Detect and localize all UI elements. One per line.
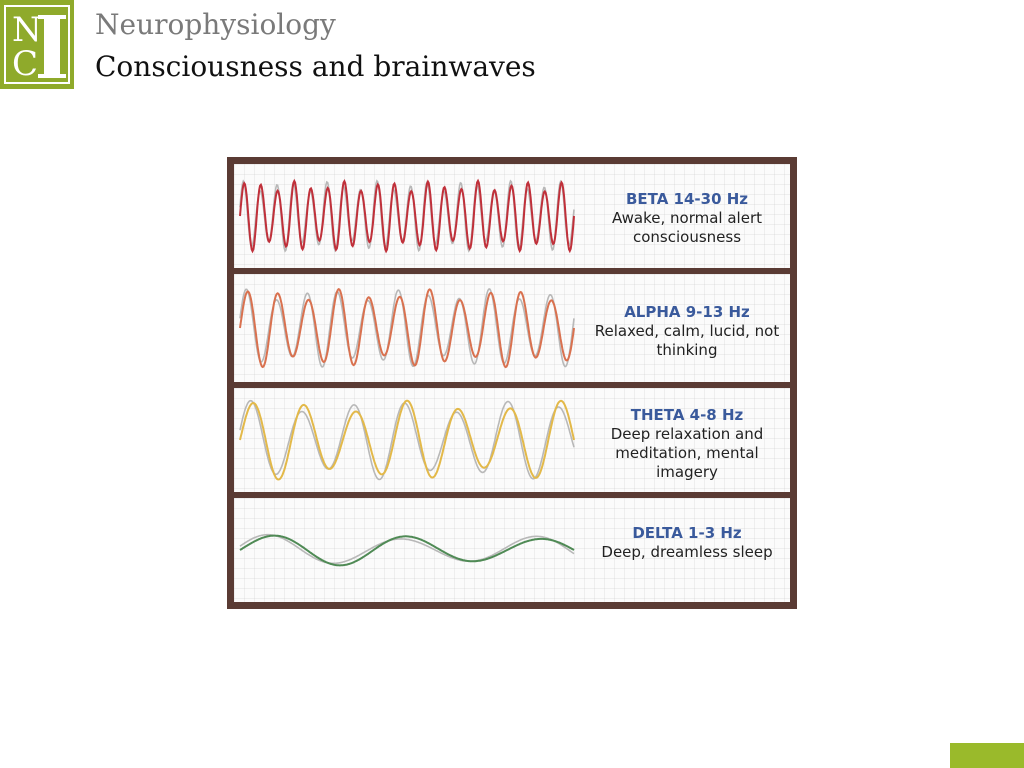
- theta-panel: THETA 4-8 Hz Deep relaxation and meditat…: [234, 388, 790, 492]
- brainwave-figure-inner: BETA 14-30 Hz Awake, normal alert consci…: [234, 164, 790, 602]
- alpha-label: ALPHA 9-13 Hz Relaxed, calm, lucid, not …: [584, 303, 790, 360]
- delta-name: DELTA 1-3 Hz: [632, 524, 742, 542]
- wave-trace: [239, 534, 575, 567]
- logo-letter-c: C: [12, 44, 39, 84]
- delta-wave: [239, 533, 575, 567]
- theta-wave: [239, 399, 575, 481]
- delta-description: Deep, dreamless sleep: [601, 543, 773, 561]
- alpha-wave: [239, 288, 575, 369]
- wave-echo-trace: [239, 533, 575, 565]
- theta-label: THETA 4-8 Hz Deep relaxation and meditat…: [584, 406, 790, 482]
- wave-trace: [239, 399, 575, 481]
- brainwave-figure: BETA 14-30 Hz Awake, normal alert consci…: [227, 157, 797, 609]
- beta-label: BETA 14-30 Hz Awake, normal alert consci…: [584, 190, 790, 247]
- beta-description: Awake, normal alert consciousness: [612, 209, 762, 246]
- page-corner-tab: [950, 743, 1024, 768]
- alpha-panel: ALPHA 9-13 Hz Relaxed, calm, lucid, not …: [234, 274, 790, 382]
- beta-wave: [239, 178, 575, 254]
- beta-panel: BETA 14-30 Hz Awake, normal alert consci…: [234, 164, 790, 268]
- slide-title: Consciousness and brainwaves: [95, 50, 536, 83]
- wave-trace: [239, 178, 575, 254]
- logo-letter-n: N: [12, 10, 42, 50]
- logo-frame: N C: [4, 5, 70, 84]
- wave-trace: [239, 288, 575, 369]
- wave-echo-trace: [239, 399, 575, 481]
- slide-subject: Neurophysiology: [95, 8, 336, 41]
- theta-name: THETA 4-8 Hz: [630, 406, 744, 424]
- logo-letter-i: [38, 15, 66, 78]
- alpha-description: Relaxed, calm, lucid, not thinking: [594, 322, 780, 359]
- alpha-name: ALPHA 9-13 Hz: [624, 303, 750, 321]
- theta-description: Deep relaxation and meditation, mental i…: [610, 425, 764, 481]
- beta-name: BETA 14-30 Hz: [625, 190, 749, 208]
- delta-panel: DELTA 1-3 Hz Deep, dreamless sleep: [234, 498, 790, 602]
- nic-logo: N C: [0, 0, 74, 89]
- delta-label: DELTA 1-3 Hz Deep, dreamless sleep: [584, 524, 790, 562]
